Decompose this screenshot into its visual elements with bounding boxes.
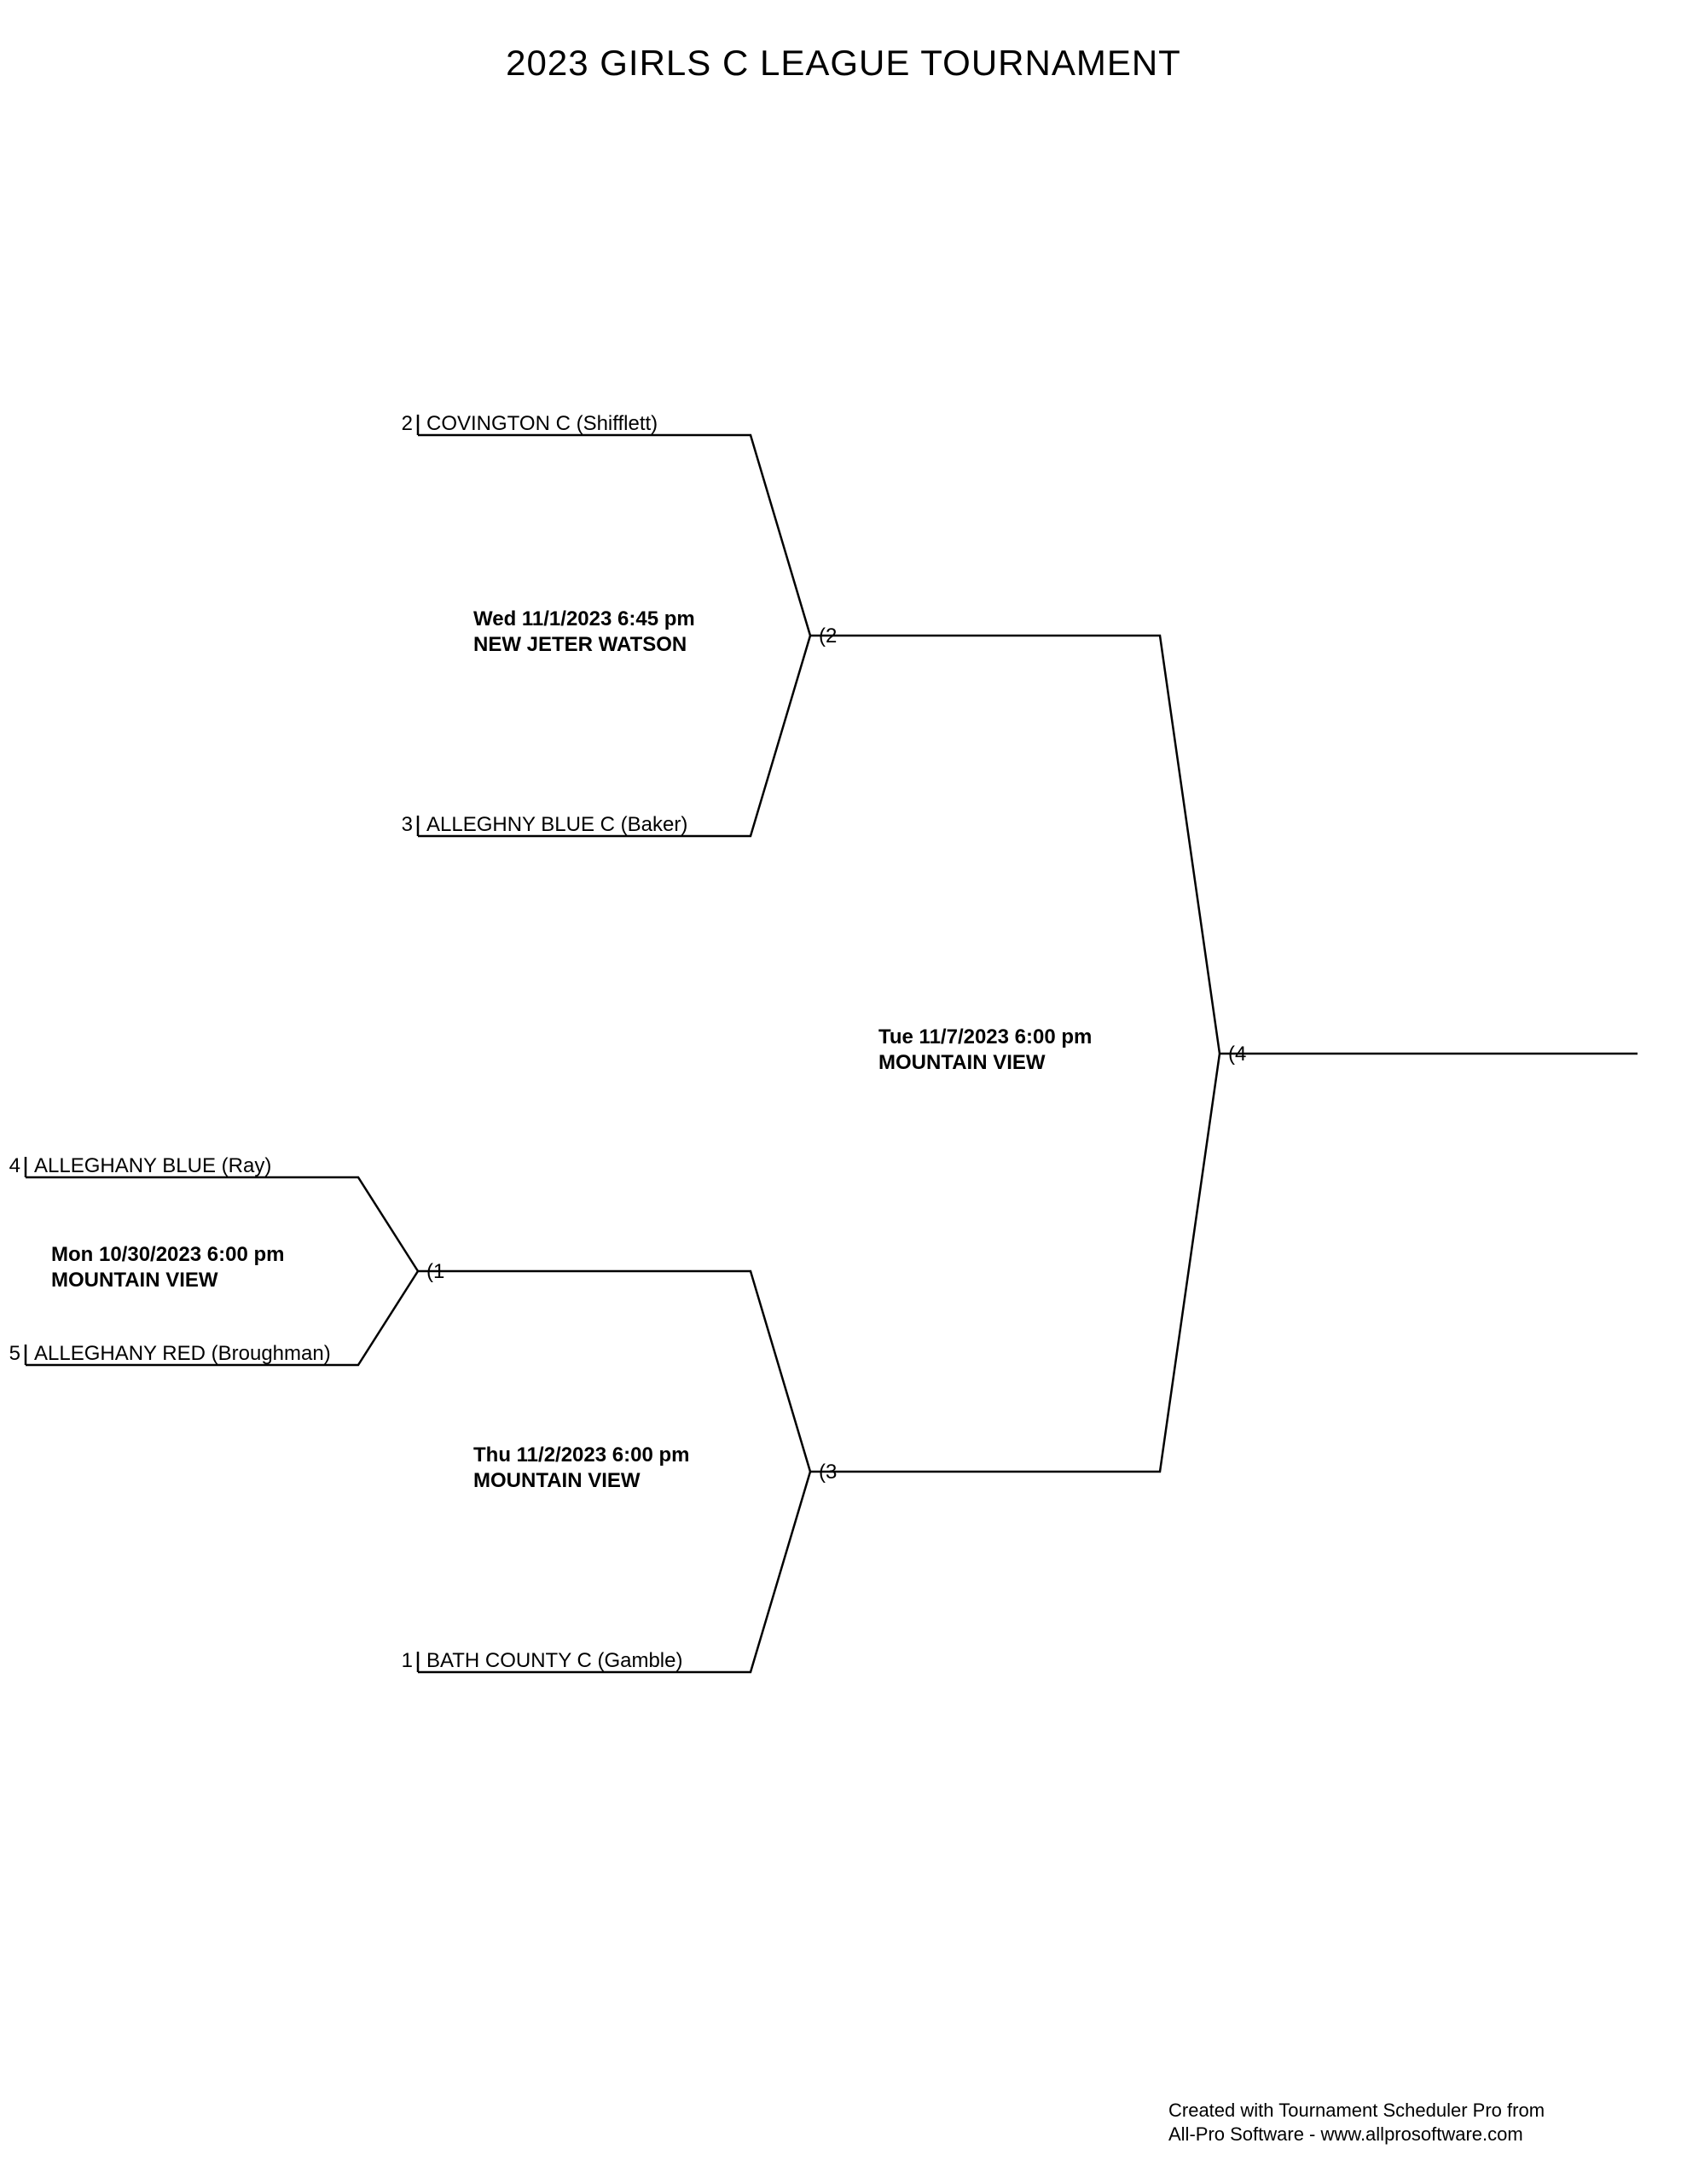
game3-venue: MOUNTAIN VIEW	[473, 1469, 641, 1493]
game2-date: Wed 11/1/2023 6:45 pm	[473, 607, 695, 631]
seed-1: 1	[389, 1649, 413, 1673]
game1-venue: MOUNTAIN VIEW	[51, 1269, 218, 1292]
game1-num: (1	[426, 1260, 444, 1284]
team-covington: COVINGTON C (Shifflett)	[426, 412, 658, 436]
bracket-lines	[0, 0, 1687, 2184]
game1-date: Mon 10/30/2023 6:00 pm	[51, 1243, 284, 1267]
team-alleghany-blue: ALLEGHANY BLUE (Ray)	[34, 1154, 271, 1178]
team-bath-county: BATH COUNTY C (Gamble)	[426, 1649, 682, 1673]
footer-line1: Created with Tournament Scheduler Pro fr…	[1168, 2099, 1545, 2123]
seed-5: 5	[0, 1342, 20, 1366]
seed-3: 3	[389, 813, 413, 837]
game3-date: Thu 11/2/2023 6:00 pm	[473, 1443, 689, 1467]
seed-2: 2	[389, 412, 413, 436]
bracket-page: 2023 GIRLS C LEAGUE TOURNAMENT	[0, 0, 1687, 2184]
game4-venue: MOUNTAIN VIEW	[878, 1051, 1046, 1075]
game4-num: (4	[1228, 1043, 1246, 1066]
team-alleghny-blue-c: ALLEGHNY BLUE C (Baker)	[426, 813, 687, 837]
team-alleghany-red: ALLEGHANY RED (Broughman)	[34, 1342, 331, 1366]
game2-num: (2	[819, 624, 837, 648]
game2-venue: NEW JETER WATSON	[473, 633, 687, 657]
seed-4: 4	[0, 1154, 20, 1178]
game4-date: Tue 11/7/2023 6:00 pm	[878, 1025, 1092, 1049]
footer-line2: All-Pro Software - www.allprosoftware.co…	[1168, 2123, 1523, 2147]
game3-num: (3	[819, 1461, 837, 1484]
